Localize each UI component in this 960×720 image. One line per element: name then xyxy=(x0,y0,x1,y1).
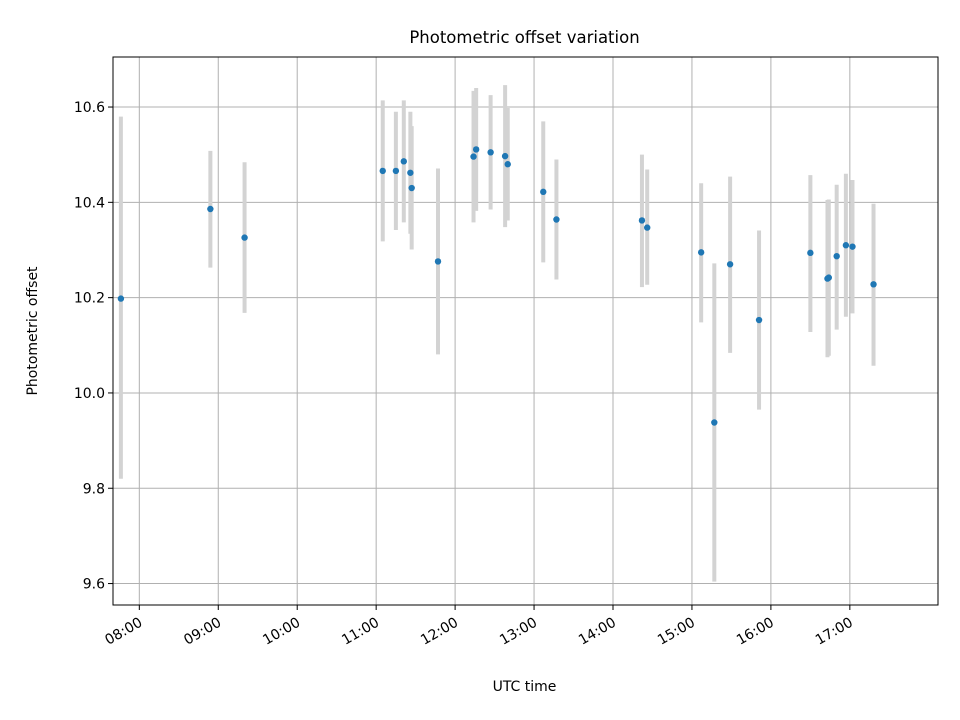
x-axis-label: UTC time xyxy=(493,679,557,695)
data-point xyxy=(807,249,814,257)
data-point xyxy=(644,224,651,231)
data-point xyxy=(540,188,547,196)
y-tick-label: 10.4 xyxy=(74,195,105,211)
data-point xyxy=(849,243,856,250)
y-tick-label: 10.0 xyxy=(74,386,105,402)
data-point xyxy=(726,261,734,268)
data-point xyxy=(638,217,646,224)
y-axis-label: Photometric offset xyxy=(25,266,41,396)
data-point xyxy=(697,249,705,256)
grid-lines xyxy=(113,57,938,605)
data-point xyxy=(842,242,850,249)
data-point xyxy=(711,419,718,426)
data-point xyxy=(501,152,509,160)
data-point xyxy=(470,153,477,160)
data-point xyxy=(400,158,407,165)
y-axis-ticks: 9.6 9.8 10.0 10.2 10.4 10.6 xyxy=(74,100,113,593)
data-point xyxy=(241,234,248,241)
data-point xyxy=(117,295,125,302)
data-point xyxy=(825,274,832,281)
y-tick-label: 9.6 xyxy=(83,577,105,593)
data-point xyxy=(755,316,763,324)
y-tick-label: 10.2 xyxy=(74,291,105,307)
data-point xyxy=(207,205,214,213)
data-point xyxy=(434,258,442,265)
data-point xyxy=(870,281,877,288)
data-point xyxy=(833,252,840,260)
chart-title: Photometric offset variation xyxy=(409,28,639,47)
y-tick-label: 9.8 xyxy=(83,481,105,497)
data-point xyxy=(553,216,560,223)
data-point xyxy=(472,146,480,153)
plot-area-frame xyxy=(112,56,939,606)
y-tick-label: 10.6 xyxy=(74,100,105,116)
data-point xyxy=(407,169,414,176)
data-point xyxy=(392,167,400,175)
data-point xyxy=(408,184,415,192)
data-points xyxy=(117,146,877,426)
data-point xyxy=(379,167,386,175)
data-point xyxy=(504,161,511,168)
data-point xyxy=(487,149,494,156)
